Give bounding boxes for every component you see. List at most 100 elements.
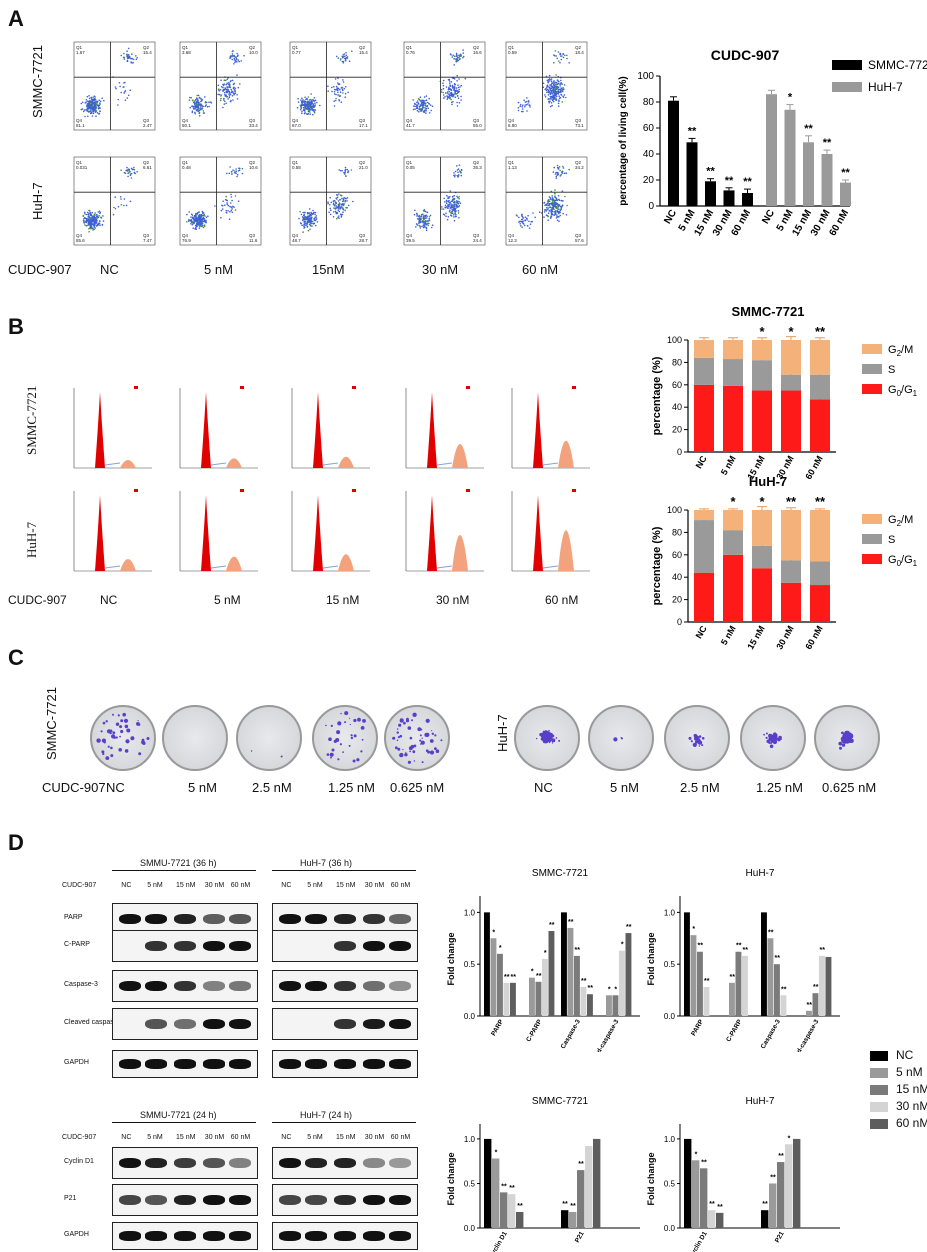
blot-label: C-PARP — [64, 941, 90, 948]
blot-label: Caspase-3 — [64, 981, 98, 988]
quadrant-name: Q1 — [182, 160, 189, 165]
blot-band — [363, 1018, 385, 1030]
quadrant-value: 2.47 — [143, 123, 152, 128]
blot-band — [305, 1059, 327, 1069]
blot-band — [174, 940, 196, 952]
a-dose-label: NC — [100, 262, 119, 277]
legend-swatch — [862, 514, 882, 524]
legend-swatch — [870, 1085, 888, 1095]
blot-strip — [272, 1008, 418, 1040]
quadrant-value: 57.6 — [575, 238, 584, 243]
stack-segment — [752, 340, 772, 361]
y-tick-label: 0.0 — [664, 1012, 676, 1021]
quadrant-value: 28.7 — [359, 238, 368, 243]
quadrant-name: Q4 — [182, 118, 189, 123]
legend-swatch — [862, 344, 882, 354]
b-treatment-label: CUDC-907 — [8, 593, 67, 607]
quadrant-name: Q2 — [359, 160, 366, 165]
blot-lane-label: NC — [281, 882, 292, 889]
significance-label: ** — [504, 974, 510, 981]
quadrant-value: 10.6 — [249, 165, 258, 170]
histogram — [291, 489, 370, 572]
quadrant-value: 21.0 — [359, 165, 368, 170]
stack-segment — [752, 360, 772, 391]
hist-legend-swatch — [466, 489, 470, 492]
quadrant-value: 35.3 — [473, 165, 482, 170]
blot-group-title-bottom: HuH-7 (24 h) — [300, 1110, 353, 1120]
blot-band — [145, 1194, 167, 1206]
a-dose-label: 30 nM — [422, 262, 459, 277]
blot-strip — [112, 1008, 258, 1040]
stack-segment — [694, 510, 714, 521]
y-tick-label: 100 — [637, 71, 654, 82]
significance-label: ** — [841, 167, 850, 179]
x-tick-label: 60 nM — [729, 208, 753, 238]
significance-label: * — [759, 494, 765, 509]
cell-cycle-chart-huh: HuH-7 percentage (%) 0 20 40 60 80 100 NC * 5 nM * 1… — [651, 474, 918, 650]
blot-band — [279, 980, 302, 992]
stack-segment — [781, 560, 801, 583]
stack-segment — [810, 374, 830, 400]
x-tick-label: Caspase-3 — [760, 1018, 783, 1050]
y-tick-label: 100 — [667, 335, 682, 345]
quadrant-name: Q3 — [359, 233, 366, 238]
g2-peak — [226, 458, 242, 468]
blot-band — [279, 1194, 302, 1206]
x-tick-label: NC — [662, 208, 679, 226]
quadrant-name: Q2 — [143, 45, 150, 50]
blot-band — [174, 913, 196, 925]
blot-lane-label: 30 nM — [364, 1134, 385, 1141]
quadrant-name: Q3 — [575, 233, 582, 238]
x-tick-label: NC — [694, 624, 709, 641]
blot-lane-label: 60 nM — [390, 1134, 411, 1141]
g1-peak — [95, 392, 105, 468]
quadrant-name: Q4 — [508, 118, 515, 123]
colonies — [392, 712, 443, 764]
hist-legend-swatch — [240, 386, 244, 389]
bar — [542, 959, 548, 1016]
blot-band — [174, 980, 196, 992]
colony-dish — [162, 705, 228, 771]
bar — [769, 1183, 777, 1228]
y-tick-label: 40 — [672, 402, 682, 412]
significance-label: * — [695, 1151, 698, 1158]
quadrant-value: 0.48 — [182, 165, 191, 170]
bar — [766, 94, 777, 206]
g2-peak — [120, 460, 136, 468]
blot-treatment-label: CUDC-907 — [62, 1134, 97, 1141]
y-tick-label: 80 — [672, 357, 682, 367]
stack-segment — [810, 510, 830, 562]
bar — [812, 993, 819, 1016]
flow-frame — [505, 41, 588, 131]
y-tick-label: 0 — [648, 201, 654, 212]
stack-segment — [723, 385, 743, 452]
significance-label: ** — [698, 943, 704, 950]
quadrant-value: 10.0 — [249, 50, 258, 55]
blot-band — [363, 913, 385, 925]
blot-band — [334, 1059, 356, 1069]
blot-band — [174, 1059, 196, 1069]
y-tick-label: 20 — [643, 175, 655, 186]
bar — [686, 142, 698, 206]
colonies — [688, 733, 705, 747]
significance-label: ** — [709, 1201, 715, 1208]
significance-label: ** — [575, 947, 581, 954]
quadrant-value: 11.6 — [249, 238, 258, 243]
bar — [705, 181, 716, 206]
flow-frame — [403, 156, 486, 246]
b-row-label-smmc: SMMC-7721 — [24, 385, 39, 455]
blot-band — [228, 913, 251, 925]
blot-band — [145, 1059, 167, 1069]
y-tick-label: 0 — [677, 447, 682, 457]
y-axis-label: percentage (%) — [651, 356, 663, 435]
blot-strip — [112, 1184, 258, 1216]
quadrant-name: Q1 — [76, 160, 83, 165]
bar — [700, 1168, 708, 1228]
y-tick-label: 40 — [643, 149, 655, 160]
quadrant-value: 48.7 — [292, 238, 301, 243]
blot-band — [174, 1018, 196, 1030]
s-phase-line — [210, 462, 227, 466]
s-phase-line — [436, 462, 453, 466]
